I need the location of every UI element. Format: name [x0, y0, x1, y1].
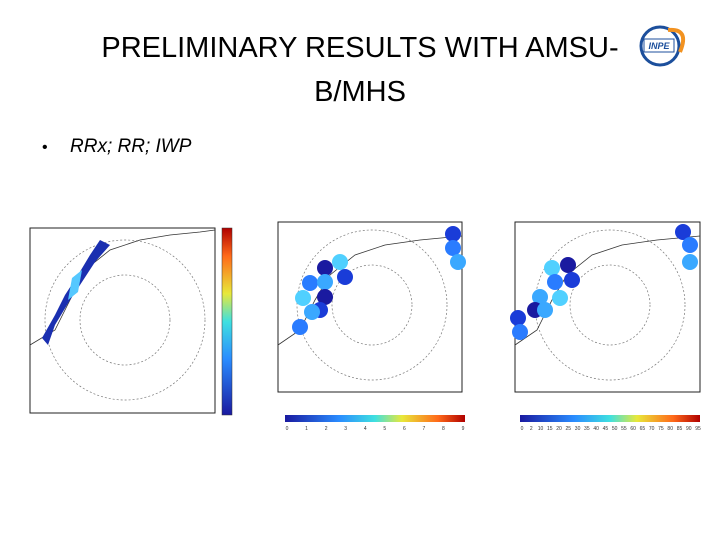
- colorbar-label: 60: [630, 426, 636, 432]
- rain-cell: [317, 274, 333, 290]
- colorbar-label: 8: [442, 426, 445, 432]
- bullet: RRx; RR; IWP: [70, 136, 192, 157]
- colorbar-label: 95: [695, 426, 701, 432]
- title-line: PRELIMINARY RESULTS WITH AMSU-: [101, 32, 618, 64]
- colorbar-label: 45: [603, 426, 609, 432]
- colorbar-label: 2: [325, 426, 328, 432]
- rain-cell: [512, 324, 528, 340]
- rain-cell: [564, 272, 580, 288]
- colorbar-label: 6: [403, 426, 406, 432]
- logo: INPE: [639, 25, 685, 67]
- colorbar-label: 80: [667, 426, 673, 432]
- bullet-mark: •: [42, 139, 48, 156]
- title-line: B/MHS: [314, 76, 406, 108]
- colorbar-label: 4: [364, 426, 367, 432]
- rain-cell: [544, 260, 560, 276]
- colorbar-label: 15: [547, 426, 553, 432]
- rain-cell: [445, 240, 461, 256]
- colorbar-label: 40: [593, 426, 599, 432]
- colorbar-label: 20: [556, 426, 562, 432]
- map-right: [514, 221, 701, 422]
- colorbar-label: 55: [621, 426, 627, 432]
- rain-cell: [317, 289, 333, 305]
- rain-cell: [560, 257, 576, 273]
- rain-cell: [302, 275, 318, 291]
- rain-cell: [675, 224, 691, 240]
- rain-cell: [552, 290, 568, 306]
- colorbar-label: 5: [383, 426, 386, 432]
- map-left: [29, 227, 233, 416]
- rain-cell: [547, 274, 563, 290]
- rain-cell: [537, 302, 553, 318]
- colorbar-label: 35: [584, 426, 590, 432]
- rain-cell: [332, 254, 348, 270]
- rain-cell: [532, 289, 548, 305]
- rain-cell: [292, 319, 308, 335]
- colorbar-label: 0: [286, 426, 289, 432]
- rain-cell: [304, 304, 320, 320]
- colorbar-label: 75: [658, 426, 664, 432]
- rain-cell: [510, 310, 526, 326]
- colorbar-label: 50: [612, 426, 618, 432]
- colorbar-label: 2: [530, 426, 533, 432]
- colorbar-label: 7: [422, 426, 425, 432]
- rain-cell: [337, 269, 353, 285]
- colorbar-label: 70: [649, 426, 655, 432]
- colorbar-label: 90: [686, 426, 692, 432]
- colorbar-label: 3: [344, 426, 347, 432]
- rain-cell: [317, 260, 333, 276]
- rain-cell: [450, 254, 466, 270]
- colorbar-label: 30: [575, 426, 581, 432]
- rain-cell: [682, 254, 698, 270]
- colorbar-label: 25: [566, 426, 572, 432]
- colorbar-label: 9: [462, 426, 465, 432]
- colorbar-label: 65: [640, 426, 646, 432]
- logo-text: INPE: [648, 41, 670, 51]
- rain-cell: [445, 226, 461, 242]
- rain-cell: [295, 290, 311, 306]
- colorbar-label: 85: [677, 426, 683, 432]
- colorbar-label: 10: [538, 426, 544, 432]
- colorbar-label: 0: [521, 426, 524, 432]
- rain-cell: [682, 237, 698, 253]
- colorbar-label: 1: [305, 426, 308, 432]
